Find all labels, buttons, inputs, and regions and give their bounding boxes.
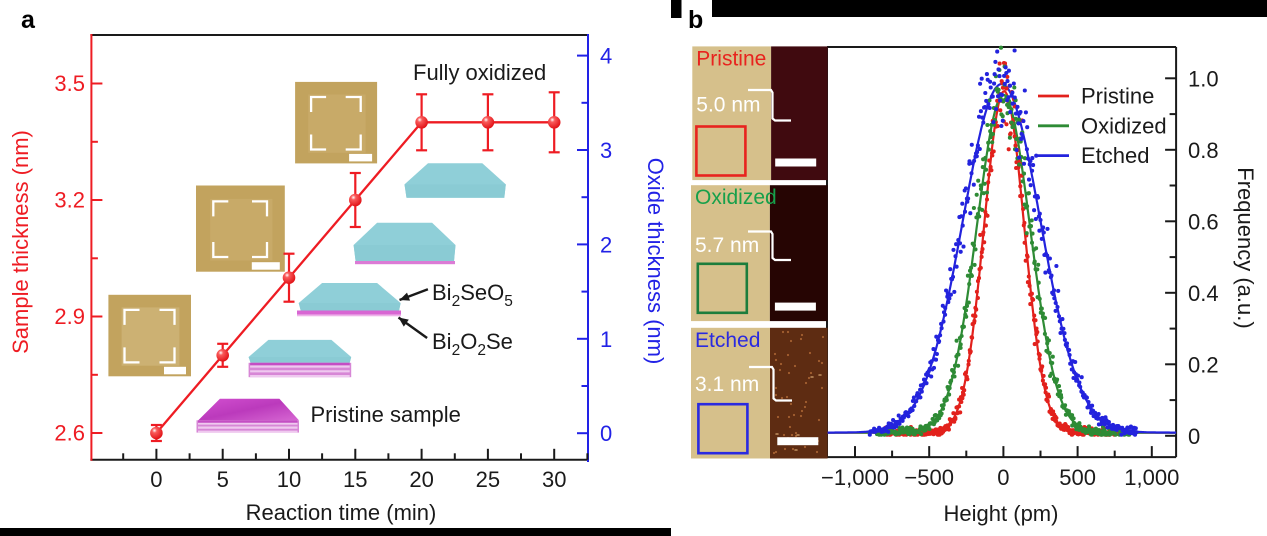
svg-text:Fully oxidized: Fully oxidized — [413, 60, 546, 85]
svg-text:500: 500 — [1059, 465, 1096, 490]
svg-text:Etched: Etched — [695, 329, 760, 352]
svg-text:a: a — [21, 6, 36, 34]
svg-text:Oxidized: Oxidized — [695, 186, 777, 209]
svg-text:3.2: 3.2 — [54, 188, 85, 213]
svg-text:2.6: 2.6 — [54, 421, 85, 446]
svg-text:2: 2 — [600, 232, 612, 257]
svg-text:0: 0 — [150, 467, 162, 492]
svg-text:Sample thickness (nm): Sample thickness (nm) — [8, 130, 33, 354]
svg-text:0: 0 — [600, 421, 612, 446]
svg-text:−500: −500 — [904, 465, 954, 490]
svg-text:Etched: Etched — [1081, 143, 1150, 168]
svg-text:−1,000: −1,000 — [821, 465, 889, 490]
svg-text:5.7 nm: 5.7 nm — [695, 234, 759, 257]
svg-text:0.6: 0.6 — [1188, 209, 1219, 234]
svg-text:3.1 nm: 3.1 nm — [695, 373, 759, 396]
svg-text:Oxidized: Oxidized — [1081, 113, 1167, 138]
svg-text:1,000: 1,000 — [1124, 465, 1179, 490]
svg-text:15: 15 — [343, 467, 367, 492]
svg-text:25: 25 — [476, 467, 500, 492]
svg-text:20: 20 — [409, 467, 433, 492]
svg-text:Pristine: Pristine — [696, 47, 766, 70]
svg-text:Reaction time (min): Reaction time (min) — [246, 500, 437, 525]
svg-text:Frequency (a.u.): Frequency (a.u.) — [1233, 167, 1258, 328]
svg-text:b: b — [688, 6, 703, 34]
svg-text:0.2: 0.2 — [1188, 352, 1219, 377]
svg-text:Bi2SeO5: Bi2SeO5 — [432, 280, 513, 310]
svg-text:2.9: 2.9 — [54, 304, 85, 329]
svg-text:5.0 nm: 5.0 nm — [696, 93, 760, 116]
svg-text:Oxide thickness (nm): Oxide thickness (nm) — [643, 158, 668, 365]
svg-text:10: 10 — [277, 467, 301, 492]
svg-text:Pristine: Pristine — [1081, 84, 1154, 109]
svg-text:0: 0 — [997, 465, 1009, 490]
svg-text:1.0: 1.0 — [1188, 66, 1219, 91]
svg-text:Pristine sample: Pristine sample — [311, 402, 461, 427]
svg-text:3.5: 3.5 — [54, 71, 85, 96]
svg-text:Height (pm): Height (pm) — [944, 501, 1059, 526]
svg-text:1: 1 — [600, 327, 612, 352]
svg-text:0.4: 0.4 — [1188, 281, 1219, 306]
svg-text:Bi2O2Se: Bi2O2Se — [432, 329, 513, 359]
svg-text:0.8: 0.8 — [1188, 138, 1219, 163]
svg-text:4: 4 — [600, 44, 612, 69]
svg-text:0: 0 — [1188, 424, 1200, 449]
svg-text:3: 3 — [600, 138, 612, 163]
svg-text:30: 30 — [542, 467, 566, 492]
svg-text:5: 5 — [217, 467, 229, 492]
